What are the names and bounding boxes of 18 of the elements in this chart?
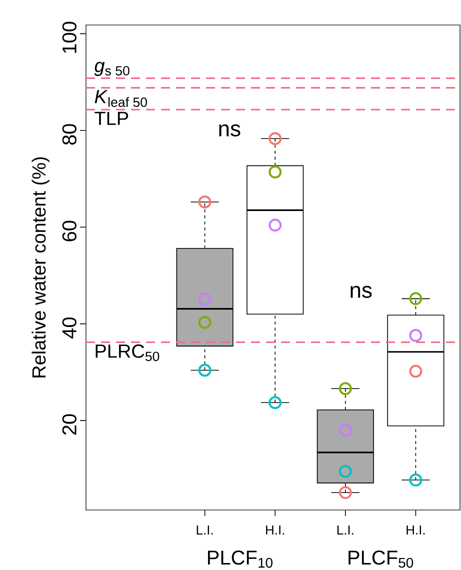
text: PLCF$_{50}$	[348, 550, 414, 568]
y-tick-label: 80	[62, 124, 76, 145]
ref-line-label: g$_{s 50}$	[94, 62, 130, 76]
y-tick-label: 20	[62, 414, 76, 435]
x-tick-label: L.I.	[337, 526, 354, 534]
annotation: ns	[219, 124, 240, 136]
ref-line-label: PLRC$_{50}$	[96, 344, 160, 362]
y-tick-label: 60	[62, 220, 76, 242]
ref-line-label: TLP	[94, 112, 128, 125]
y-axis-title: Relative water content (%)	[32, 157, 50, 378]
x-tick-label: L.I.	[196, 526, 213, 534]
x-tick-label: H.I.	[406, 526, 425, 534]
text: PLCF$_{10}$	[208, 550, 273, 568]
y-tick-label: 40	[62, 318, 76, 338]
x-tick-label: H.I.	[266, 526, 284, 534]
y-tick-label: 100	[62, 22, 76, 53]
ref-line-label: K$_{leaf 50}$	[94, 90, 147, 107]
annotation: ns	[350, 286, 372, 298]
